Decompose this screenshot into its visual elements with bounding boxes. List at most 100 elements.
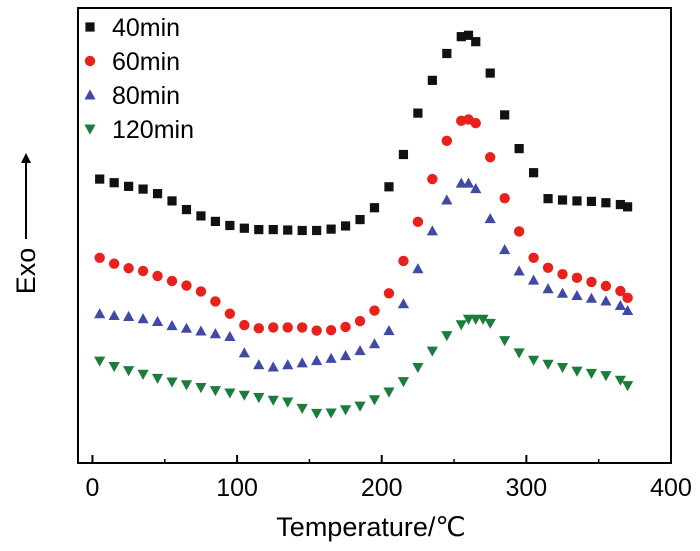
data-point — [463, 30, 474, 40]
legend-item: 60min — [84, 48, 180, 76]
data-point — [282, 322, 293, 333]
data-point — [268, 224, 278, 235]
data-point — [210, 216, 221, 226]
legend-marker — [84, 55, 96, 67]
y-axis-title: Exo — [11, 248, 41, 295]
y-axis-arrow-head — [21, 153, 31, 163]
series-40min — [95, 30, 633, 236]
x-axis-title: Temperature/℃ — [276, 512, 465, 542]
x-tick-label: 400 — [650, 474, 692, 502]
data-point — [514, 143, 524, 154]
data-point — [238, 347, 250, 358]
data-point — [209, 328, 222, 339]
data-point — [151, 373, 164, 384]
data-point — [138, 184, 148, 194]
data-point — [471, 37, 481, 47]
legend-item: 120min — [84, 116, 194, 144]
data-point — [542, 262, 554, 274]
data-point — [542, 283, 554, 294]
data-point — [441, 135, 453, 147]
plot-area — [77, 7, 672, 464]
data-point — [210, 296, 221, 307]
legend-marker — [84, 89, 96, 100]
data-point — [283, 225, 293, 235]
data-point — [586, 196, 597, 206]
data-point — [124, 181, 134, 191]
data-point — [455, 320, 467, 331]
data-point — [181, 204, 192, 215]
data-point — [180, 380, 193, 391]
data-point — [123, 366, 135, 377]
data-point — [585, 292, 598, 303]
data-point — [543, 194, 553, 204]
data-point — [397, 298, 410, 309]
data-point — [499, 336, 511, 347]
data-point — [557, 268, 568, 280]
data-point — [571, 289, 583, 301]
data-point — [398, 255, 409, 267]
data-point — [253, 323, 264, 334]
data-point — [600, 280, 612, 292]
x-axis-ticks: 0 100 200 300 400 — [86, 455, 692, 502]
data-point — [369, 305, 380, 316]
data-point — [600, 295, 612, 306]
data-point — [340, 221, 351, 231]
data-point — [195, 286, 207, 297]
data-point — [167, 196, 177, 206]
data-point — [151, 315, 164, 326]
data-point — [195, 382, 207, 394]
data-point — [311, 325, 322, 336]
data-point — [311, 408, 323, 420]
data-point — [470, 183, 482, 194]
data-point — [94, 356, 106, 367]
data-point — [339, 405, 352, 416]
data-point — [571, 366, 583, 377]
data-point — [196, 211, 206, 221]
data-point — [462, 314, 475, 325]
data-point — [340, 321, 351, 333]
data-point — [254, 224, 264, 235]
data-point — [412, 216, 424, 228]
data-point — [225, 220, 235, 231]
data-point — [137, 369, 149, 380]
data-point — [383, 387, 395, 398]
x-tick-label: 100 — [216, 474, 258, 502]
data-point — [586, 276, 597, 288]
y-axis-title-group: Exo — [11, 153, 41, 294]
data-point — [585, 368, 598, 379]
legend-marker — [85, 22, 95, 32]
data-point — [137, 313, 149, 324]
data-point — [442, 48, 452, 59]
data-point — [383, 324, 395, 336]
data-point — [528, 168, 539, 178]
data-point — [325, 324, 337, 336]
data-point — [108, 362, 120, 373]
data-point — [369, 203, 380, 213]
data-point — [253, 359, 265, 370]
data-point — [296, 403, 308, 414]
data-point — [556, 287, 569, 298]
data-point — [152, 270, 163, 282]
legend-label: 120min — [112, 116, 194, 144]
data-point — [296, 322, 308, 333]
data-point — [224, 330, 236, 341]
data-point — [455, 177, 467, 188]
data-point — [123, 310, 135, 321]
data-point — [95, 174, 105, 184]
series-80min — [94, 177, 634, 372]
data-point — [325, 408, 337, 419]
data-point — [484, 318, 496, 329]
series-120min — [94, 314, 634, 420]
data-point — [253, 393, 265, 404]
data-point — [412, 263, 424, 274]
data-point — [282, 359, 294, 370]
data-point — [622, 304, 634, 316]
data-point — [426, 225, 438, 236]
data-point — [622, 381, 634, 392]
data-point — [527, 274, 540, 285]
data-point — [297, 225, 307, 236]
data-point — [368, 395, 381, 406]
data-point — [427, 75, 437, 85]
data-point — [166, 319, 178, 331]
data-point — [456, 32, 466, 42]
